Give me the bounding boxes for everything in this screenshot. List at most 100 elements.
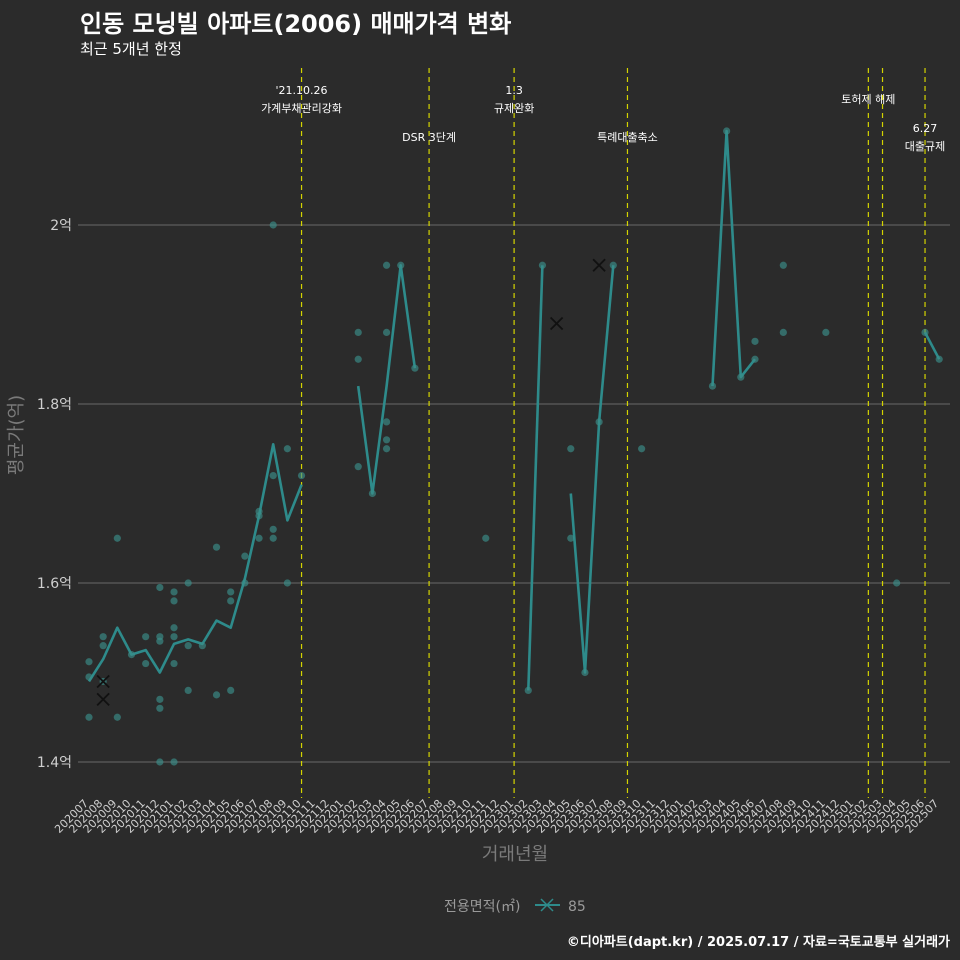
- chart-title: 인동 모닝빌 아파트(2006) 매매가격 변화: [80, 10, 512, 38]
- data-point-33: [241, 552, 249, 560]
- data-point-74: [935, 355, 943, 363]
- y-tick-label-0: 1.4억: [37, 755, 72, 771]
- data-point-54: [411, 364, 419, 372]
- data-points: [85, 127, 943, 766]
- data-point-20: [170, 624, 178, 632]
- data-point-6: [113, 713, 121, 721]
- data-point-68: [751, 337, 759, 345]
- data-point-21: [170, 597, 178, 605]
- legend-entry-85: 85: [568, 899, 586, 915]
- x-axis-label: 거래년월: [482, 844, 548, 865]
- data-point-9: [142, 659, 150, 668]
- data-point-67: [751, 355, 759, 363]
- event-date-0: '21.10.26: [276, 84, 328, 97]
- data-point-45: [354, 355, 362, 363]
- data-point-28: [212, 543, 221, 551]
- data-point-57: [538, 261, 547, 269]
- data-point-38: [269, 525, 277, 533]
- y-axis-label: 평균가(억): [6, 395, 27, 475]
- data-point-3: [99, 642, 107, 650]
- data-point-46: [354, 328, 362, 336]
- data-point-23: [184, 686, 192, 695]
- cancel-marker-3-stroke-b: [592, 258, 606, 272]
- data-point-34: [255, 534, 263, 542]
- data-point-18: [170, 659, 178, 668]
- legend-title: 전용면적(㎡): [444, 899, 520, 915]
- y-tick-label-1: 1.6억: [37, 576, 72, 592]
- data-point-4: [99, 633, 107, 641]
- series-85-segment-2: [527, 265, 544, 691]
- data-point-26: [198, 642, 206, 650]
- data-point-51: [382, 328, 391, 336]
- data-point-43: [297, 472, 306, 480]
- series-85-segment-1: [356, 264, 417, 495]
- data-point-50: [382, 418, 391, 426]
- chart-subtitle: 최근 5개년 한정: [80, 40, 182, 58]
- cancel-marker-1-stroke-b: [96, 692, 110, 706]
- data-point-40: [269, 221, 277, 229]
- event-label-1: DSR 3단계: [402, 131, 456, 144]
- data-point-41: [283, 579, 291, 587]
- y-tick-label-2: 1.8억: [37, 397, 72, 413]
- data-point-0: [85, 713, 93, 721]
- data-point-1: [85, 673, 93, 681]
- data-point-22: [170, 588, 178, 596]
- event-date-6: 6.27: [913, 122, 938, 135]
- data-point-19: [170, 633, 178, 641]
- series-85-segment-0: [87, 443, 303, 683]
- data-point-42: [283, 445, 291, 453]
- data-point-32: [241, 579, 249, 587]
- data-point-30: [227, 597, 235, 605]
- data-point-37: [269, 534, 277, 542]
- data-point-62: [609, 261, 617, 269]
- data-point-29: [227, 686, 235, 695]
- series-85-segment-5: [923, 331, 941, 360]
- cancel-marker-1: [96, 692, 110, 706]
- data-point-53: [397, 261, 405, 269]
- data-point-17: [170, 758, 178, 766]
- data-point-71: [822, 328, 830, 336]
- data-point-15: [156, 633, 164, 641]
- data-point-39: [269, 472, 277, 480]
- data-point-44: [354, 463, 362, 471]
- legend-x-swatch-b: [540, 898, 554, 912]
- event-label-0: 가계부채관리강화: [261, 102, 342, 115]
- data-point-69: [779, 328, 787, 336]
- data-point-52: [382, 261, 391, 269]
- data-point-58: [567, 534, 575, 542]
- y-tick-label-3: 2억: [50, 218, 72, 234]
- data-point-61: [595, 418, 603, 426]
- event-label-2: 규제완화: [494, 102, 534, 115]
- data-point-10: [142, 633, 150, 641]
- cancel-marker-2-stroke-b: [549, 316, 564, 331]
- series-85-segment-3: [569, 265, 615, 674]
- data-point-65: [723, 127, 731, 135]
- data-point-12: [156, 704, 164, 712]
- data-point-64: [708, 382, 717, 390]
- data-point-24: [184, 642, 192, 650]
- data-point-59: [567, 445, 575, 453]
- data-point-63: [638, 445, 646, 453]
- data-point-16: [156, 583, 164, 592]
- data-point-13: [156, 695, 164, 703]
- data-point-25: [184, 579, 192, 587]
- data-point-27: [212, 691, 221, 699]
- data-point-31: [227, 588, 235, 596]
- data-point-70: [779, 261, 787, 269]
- event-label-4: 토허제 해제: [841, 92, 895, 106]
- data-point-11: [156, 758, 164, 766]
- data-point-2: [85, 658, 93, 666]
- cancel-marker-3: [592, 258, 606, 272]
- event-label-3: 특례대출축소: [597, 131, 658, 144]
- data-point-7: [113, 534, 121, 542]
- data-point-73: [921, 328, 929, 336]
- data-point-66: [737, 373, 745, 381]
- y-axis-ticks: 1.4억 1.6억 1.8억 2억: [37, 218, 72, 771]
- data-point-8: [127, 651, 136, 659]
- cancel-marker-2: [549, 316, 564, 331]
- series-85-segment-4: [711, 129, 757, 387]
- cancel-marker-0: [96, 674, 110, 689]
- event-label-6: 대출규제: [905, 140, 945, 153]
